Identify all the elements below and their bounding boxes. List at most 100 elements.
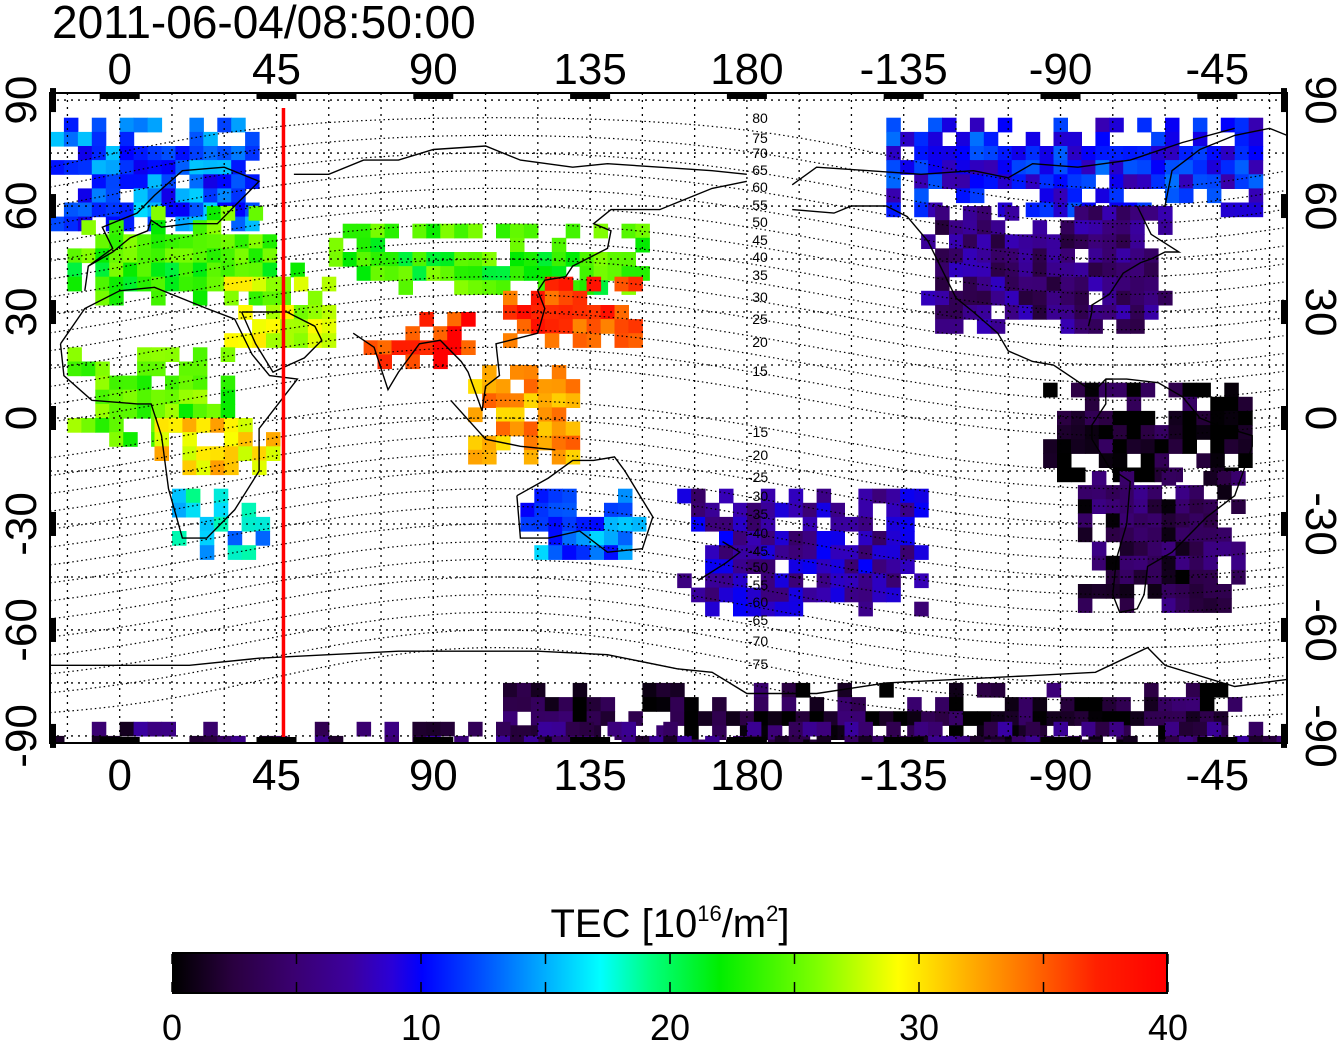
tec-cell <box>976 319 992 334</box>
tec-cell <box>1192 131 1208 147</box>
lon-label-top: 180 <box>710 45 783 94</box>
tec-cell <box>1081 160 1096 175</box>
tec-cell <box>1126 439 1142 454</box>
tec-cell <box>356 721 372 737</box>
tec-cell <box>1025 131 1041 147</box>
tec-region <box>677 488 929 617</box>
tec-cell <box>1147 555 1163 571</box>
tec-cell <box>1227 697 1243 712</box>
magnetic-latitude-contours <box>50 117 1284 719</box>
contour-label: -40 <box>748 525 768 541</box>
tec-cell <box>928 131 943 147</box>
tec-cell <box>586 276 602 292</box>
tec-cell <box>551 252 567 267</box>
tec-cell <box>1077 499 1093 514</box>
lat-label-right: 0 <box>1296 406 1340 430</box>
tec-cell <box>760 516 776 532</box>
tec-cell <box>802 502 818 518</box>
tec-cell <box>1130 220 1145 235</box>
tec-cell <box>520 502 535 518</box>
tec-cell <box>199 545 215 560</box>
tec-cell <box>440 266 455 281</box>
tec-cell <box>454 266 469 281</box>
tec-cell <box>398 266 413 281</box>
tec-cell <box>990 276 1006 292</box>
tec-cell <box>468 449 483 465</box>
tec-cell <box>976 290 992 306</box>
tec-cell <box>1004 234 1020 249</box>
tec-cell <box>858 721 873 737</box>
tec-cell <box>91 131 107 147</box>
tec-cell <box>1203 527 1218 543</box>
tec-cell <box>1102 206 1117 221</box>
tec-cell <box>753 682 769 698</box>
colorbar-tick-label: 40 <box>1147 1007 1189 1048</box>
tec-cell <box>293 305 309 320</box>
tec-cell <box>203 174 218 189</box>
tec-cell <box>837 682 852 698</box>
tec-cell <box>802 587 818 603</box>
tec-cell <box>1179 721 1194 737</box>
lon-tick-bottom <box>1197 737 1238 743</box>
tec-cell <box>1109 721 1124 737</box>
tec-cell <box>133 160 149 175</box>
tec-cell <box>858 601 873 617</box>
tec-cell <box>544 697 560 712</box>
lon-tick-bottom <box>570 737 611 743</box>
tec-cell <box>1182 439 1197 454</box>
tec-region <box>363 312 476 370</box>
tec-cell <box>1144 682 1159 698</box>
mag-lat-contour <box>50 417 1284 490</box>
tec-cell <box>262 248 278 264</box>
tec-cell <box>523 223 539 239</box>
tec-cell <box>586 333 602 348</box>
tec-cell <box>1043 382 1058 398</box>
tec-cell <box>914 502 929 518</box>
tec-cell <box>1077 584 1093 599</box>
tec-cell <box>1119 584 1135 599</box>
tec-cell <box>935 206 950 221</box>
tec-cell <box>1011 735 1027 743</box>
tec-cell <box>914 131 929 147</box>
tec-cell <box>1165 721 1180 737</box>
tec-cell <box>1140 467 1156 483</box>
tec-cell <box>1133 513 1149 529</box>
tec-cell <box>217 146 232 161</box>
tec-cell <box>656 682 671 698</box>
lon-tick-top <box>256 93 297 99</box>
lon-label-bottom: 135 <box>553 751 626 800</box>
tec-cell <box>192 290 208 306</box>
tec-cell <box>949 319 964 334</box>
tec-cell <box>1168 425 1183 440</box>
tec-cell <box>95 262 110 278</box>
tec-cell <box>1175 541 1190 557</box>
tec-cell <box>192 248 208 264</box>
lat-tick-left <box>50 617 56 642</box>
tec-region <box>154 418 281 476</box>
tec-cell <box>1109 117 1124 133</box>
tec-cell <box>178 234 194 249</box>
tec-cell <box>1165 117 1180 133</box>
tec-cell <box>95 403 110 419</box>
lat-tick-right <box>1281 406 1287 430</box>
tec-cell <box>1039 202 1055 218</box>
contour-label: 55 <box>752 197 768 213</box>
tec-cell <box>137 262 152 278</box>
tec-cell <box>607 252 622 267</box>
tec-cell <box>537 721 553 737</box>
tec-cell <box>133 174 149 189</box>
tec-cell <box>245 146 260 161</box>
tec-cell <box>123 234 138 249</box>
lat-label-right: 30 <box>1296 288 1340 337</box>
tec-cell <box>997 117 1013 133</box>
tec-cell <box>705 573 720 589</box>
tec-cell <box>562 545 577 560</box>
tec-cell <box>1084 396 1100 412</box>
tec-cell <box>231 146 246 161</box>
tec-cell <box>788 601 804 617</box>
tec-cell <box>405 354 420 370</box>
tec-cell <box>1161 499 1177 514</box>
tec-cell <box>426 223 441 239</box>
tec-cell <box>1165 735 1180 743</box>
tec-cell <box>565 449 581 465</box>
